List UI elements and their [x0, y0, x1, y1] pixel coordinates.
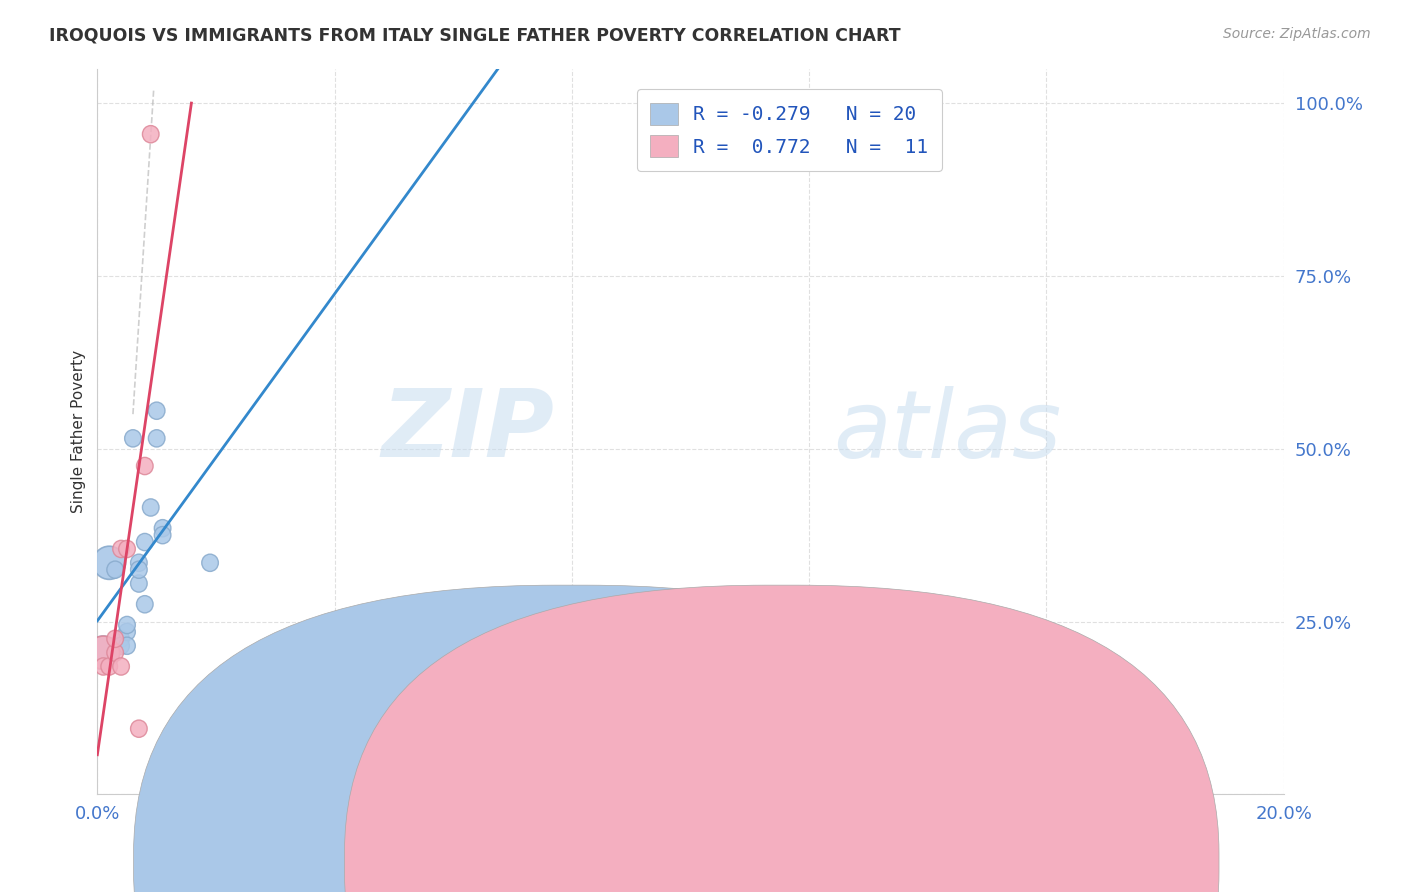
- Ellipse shape: [131, 554, 148, 572]
- Ellipse shape: [118, 637, 135, 655]
- Ellipse shape: [112, 657, 129, 675]
- Ellipse shape: [107, 561, 124, 578]
- Ellipse shape: [142, 126, 159, 143]
- Ellipse shape: [149, 402, 165, 419]
- Text: atlas: atlas: [832, 386, 1062, 477]
- Ellipse shape: [112, 541, 129, 558]
- Ellipse shape: [118, 616, 135, 633]
- Legend: R = -0.279   N = 20, R =  0.772   N =  11: R = -0.279 N = 20, R = 0.772 N = 11: [637, 89, 942, 171]
- Ellipse shape: [96, 657, 111, 675]
- Ellipse shape: [87, 636, 120, 669]
- Ellipse shape: [142, 499, 159, 516]
- Y-axis label: Single Father Poverty: Single Father Poverty: [72, 350, 86, 513]
- Ellipse shape: [87, 636, 120, 669]
- Ellipse shape: [118, 624, 135, 640]
- Ellipse shape: [112, 630, 129, 648]
- Text: Source: ZipAtlas.com: Source: ZipAtlas.com: [1223, 27, 1371, 41]
- Ellipse shape: [155, 519, 172, 537]
- Text: ZIP: ZIP: [381, 385, 554, 477]
- Ellipse shape: [93, 546, 125, 580]
- Ellipse shape: [107, 630, 124, 648]
- Ellipse shape: [136, 533, 153, 550]
- Ellipse shape: [118, 541, 135, 558]
- Ellipse shape: [136, 458, 153, 475]
- Ellipse shape: [131, 720, 148, 738]
- Ellipse shape: [125, 430, 141, 447]
- Ellipse shape: [101, 657, 118, 675]
- Ellipse shape: [155, 526, 172, 544]
- Ellipse shape: [107, 644, 124, 661]
- Ellipse shape: [149, 430, 165, 447]
- Text: Iroquois: Iroquois: [605, 852, 671, 870]
- Ellipse shape: [131, 561, 148, 578]
- Text: Immigrants from Italy: Immigrants from Italy: [801, 852, 981, 870]
- Ellipse shape: [201, 554, 218, 572]
- Ellipse shape: [136, 596, 153, 613]
- Ellipse shape: [112, 637, 129, 655]
- Ellipse shape: [131, 574, 148, 592]
- Text: IROQUOIS VS IMMIGRANTS FROM ITALY SINGLE FATHER POVERTY CORRELATION CHART: IROQUOIS VS IMMIGRANTS FROM ITALY SINGLE…: [49, 27, 901, 45]
